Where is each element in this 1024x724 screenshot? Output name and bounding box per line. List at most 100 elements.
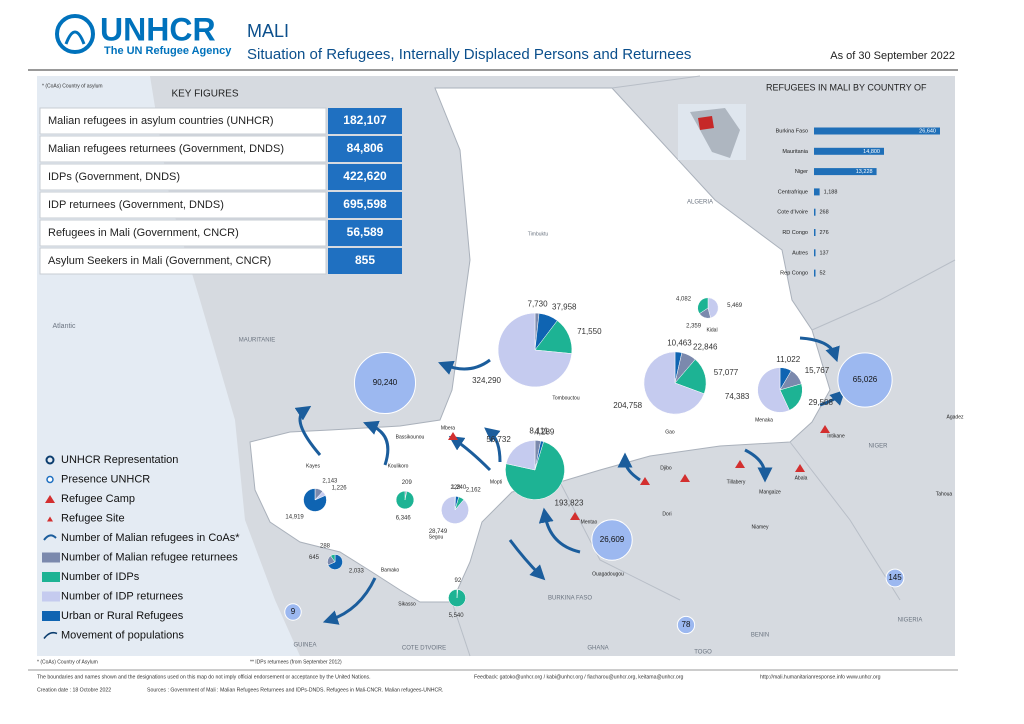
map-label: Sikasso — [398, 601, 416, 607]
pie-label: 1,226 — [332, 486, 348, 492]
pie-slice — [441, 496, 469, 524]
pie-slice — [505, 441, 565, 500]
pie-slice — [674, 359, 707, 395]
table-cell — [39, 219, 327, 247]
legend-label: Number of Malian refugees in CoAs* — [61, 532, 240, 544]
pie-label: 57,077 — [714, 368, 739, 377]
pie-label: 5,469 — [727, 303, 743, 309]
map-label: Ouagadougou — [592, 571, 624, 577]
pie-label: 193,823 — [555, 498, 584, 507]
table-value: 855 — [355, 253, 375, 267]
pie-label: 2,143 — [322, 478, 338, 484]
table-label: Malian refugees in asylum countries (UNH… — [48, 115, 274, 127]
bar — [814, 208, 816, 216]
footnote: ** IDPs returnees (from September 2012) — [250, 659, 342, 665]
table-value-cell — [328, 136, 402, 162]
pie-label: 10,463 — [667, 338, 692, 347]
table-cell — [39, 247, 327, 275]
pie-slice — [779, 383, 803, 411]
map-label: Kidal — [706, 327, 717, 333]
map-label: Mangaize — [759, 489, 781, 495]
table-value-cell — [328, 164, 402, 190]
pie-label: 11,022 — [776, 355, 800, 364]
refugee-circle — [284, 603, 302, 621]
legend-swatch — [42, 611, 60, 621]
pie-label: 29,508 — [809, 398, 834, 407]
map-label: Mbera — [441, 425, 455, 431]
pie-slice — [505, 440, 536, 471]
pie-slice — [643, 351, 705, 415]
pie-slice — [303, 488, 327, 512]
pie-label: 15,767 — [805, 366, 830, 375]
camp-icons — [448, 425, 830, 520]
footnote: * (CoAs) Country of Asylum — [37, 659, 98, 665]
refugee-circle-label: 9 — [291, 607, 296, 616]
table-label: IDP returnees (Government, DNDS) — [48, 199, 224, 211]
map-label: Dori — [662, 511, 671, 517]
category-label: Cote d'Ivoire — [777, 210, 808, 216]
logo-subtext: The UN Refugee Agency — [104, 45, 232, 57]
refugee-circle-label: 65,026 — [853, 375, 878, 384]
pie-label: 8,111 — [529, 427, 548, 436]
pie-label: 56,732 — [486, 435, 511, 444]
category-label: Rep Congo — [780, 271, 808, 277]
movement-arrows — [294, 336, 846, 625]
map-label: Bamako — [381, 567, 400, 573]
map-label: Tillabery — [727, 479, 746, 485]
map-label: Niamey — [752, 524, 769, 530]
pie-label: 92 — [455, 578, 462, 584]
links: http://mali.humanitarianresponse.info ww… — [760, 674, 881, 680]
pie-label: 7,730 — [528, 299, 549, 308]
pie-label: 645 — [309, 555, 320, 561]
table-value: 84,806 — [347, 141, 384, 155]
legend-swatch — [42, 572, 60, 582]
category-label: Niger — [795, 169, 808, 175]
pie-label: 22,846 — [693, 342, 718, 351]
pie-label: 2,359 — [686, 324, 702, 330]
map-label: BURKINA FASO — [548, 596, 592, 602]
refugee-circle-label: 78 — [682, 620, 691, 629]
pie-slice — [448, 589, 466, 607]
refugee-circle — [837, 352, 893, 408]
key-figures-note: * (CoAs) Country of asylum — [42, 83, 103, 89]
map-label: Koulikoro — [388, 463, 409, 469]
map-label: NIGER — [868, 444, 888, 450]
pie-label: 5,540 — [449, 613, 465, 619]
value-label: 26,640 — [919, 128, 936, 134]
pie-label: 324,290 — [472, 376, 501, 385]
table-label: Asylum Seekers in Mali (Government, CNCR… — [48, 255, 271, 267]
legend-label: UNHCR Representation — [61, 454, 178, 466]
table-value: 695,598 — [343, 197, 387, 211]
pie-label: 71,550 — [577, 327, 602, 336]
refugee-circle — [353, 351, 417, 415]
feedback: Feedback: gatoko@unhcr.org / kabi@unhcr.… — [474, 674, 683, 680]
map-label: GHANA — [587, 646, 608, 652]
pie-slice — [395, 490, 415, 510]
pie-slice — [697, 297, 709, 314]
key-figures-table: Malian refugees in asylum countries (UNH… — [39, 107, 402, 275]
bar — [814, 249, 816, 257]
table-value: 182,107 — [343, 113, 387, 127]
table-value-cell — [328, 192, 402, 218]
sources: Sources : Government of Mali : Malian Re… — [147, 687, 443, 693]
legend-label: Movement of populations — [61, 629, 184, 641]
bar — [814, 147, 884, 155]
borders — [451, 75, 956, 657]
pie-label: 74,383 — [725, 392, 750, 401]
map-label: Mentao — [581, 519, 598, 525]
table-label: Refugees in Mali (Government, CNCR) — [48, 227, 239, 239]
category-label: Autres — [792, 250, 808, 256]
value-label: 14,800 — [863, 149, 880, 155]
bar — [814, 229, 816, 236]
pie-slice — [707, 297, 719, 319]
bar-chart: Burkina Faso 26,640 Mauritania 14,800 Niger 1… — [776, 127, 940, 277]
bar — [814, 188, 820, 196]
bar — [814, 168, 877, 176]
creation-date: Creation date : 18 Octobre 2022 — [37, 687, 111, 693]
map-label: GUINEA — [293, 643, 316, 649]
table-cell — [39, 135, 327, 163]
value-label: 1,188 — [824, 189, 838, 195]
chart-title: REFUGEES IN MALI BY COUNTRY OF — [766, 82, 927, 92]
legend-label: Refugee Camp — [61, 493, 135, 505]
pie-label: 14,919 — [285, 515, 304, 521]
